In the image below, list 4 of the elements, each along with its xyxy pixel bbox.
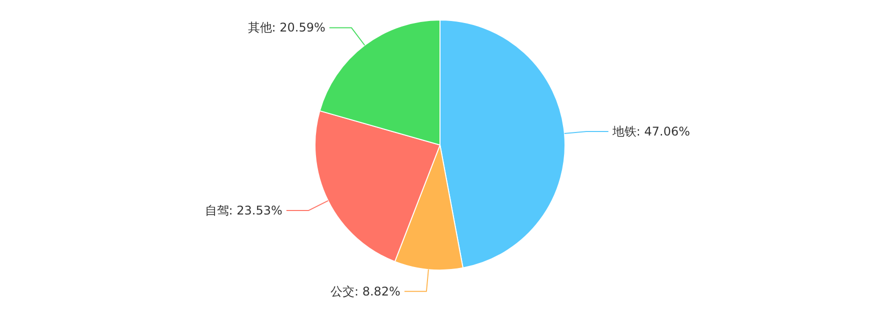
slice-label: 地铁: 47.06% bbox=[611, 124, 690, 138]
slice-label: 公交: 8.82% bbox=[330, 284, 400, 298]
slice-label: 其他: 20.59% bbox=[248, 20, 326, 35]
slice-label: 自驾: 23.53% bbox=[204, 204, 282, 218]
